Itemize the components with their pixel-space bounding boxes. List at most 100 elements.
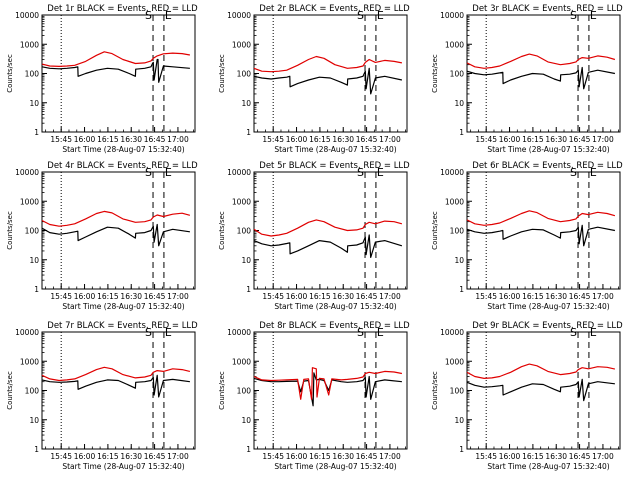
x-tick-label: 16:30 bbox=[120, 135, 142, 144]
x-tick-label: 15:45 bbox=[262, 292, 284, 301]
x-tick-label: 16:30 bbox=[545, 452, 567, 461]
y-tick-label: 1 bbox=[34, 445, 39, 454]
y-tick-label: 1000 bbox=[20, 40, 39, 49]
s-marker: S bbox=[357, 166, 364, 179]
x-tick-label: 16:45 bbox=[356, 292, 378, 301]
s-marker: S bbox=[145, 166, 152, 179]
series-lld-line bbox=[466, 210, 616, 226]
panel-title: Det 4r BLACK = Events, RED = LLD bbox=[47, 161, 198, 171]
x-tick-label: 17:00 bbox=[379, 135, 401, 144]
y-tick-label: 1000 bbox=[232, 357, 251, 366]
x-tick-label: 17:00 bbox=[379, 292, 401, 301]
series-events-line bbox=[253, 234, 403, 258]
s-marker: S bbox=[145, 9, 152, 22]
x-tick-label: 17:00 bbox=[592, 292, 614, 301]
y-axis-title: Counts/sec bbox=[218, 371, 226, 410]
x-tick-label: 17:00 bbox=[167, 135, 189, 144]
y-tick-label: 10000 bbox=[227, 328, 251, 337]
y-tick-label: 10000 bbox=[15, 168, 39, 177]
y-tick-label: 100 bbox=[237, 227, 252, 236]
s-marker: S bbox=[570, 9, 577, 22]
series-events-line bbox=[253, 67, 403, 95]
series-events-line bbox=[41, 223, 190, 247]
y-tick-label: 1 bbox=[459, 128, 464, 137]
x-tick-label: 16:45 bbox=[144, 292, 166, 301]
x-tick-label: 16:00 bbox=[74, 135, 96, 144]
s-marker: S bbox=[570, 326, 577, 339]
panel-title: Det 1r BLACK = Events, RED = LLD bbox=[47, 4, 198, 14]
series-lld-line bbox=[466, 53, 616, 69]
x-tick-label: 17:00 bbox=[167, 452, 189, 461]
x-tick-label: 16:00 bbox=[74, 452, 96, 461]
y-tick-label: 1 bbox=[246, 445, 251, 454]
e-marker: E bbox=[165, 166, 172, 179]
y-tick-label: 10 bbox=[241, 416, 251, 425]
panel-det-5: Det 5r BLACK = Events, RED = LLD 1 10 100 10… bbox=[218, 161, 410, 311]
x-tick-label: 16:15 bbox=[97, 452, 119, 461]
y-tick-label: 100 bbox=[25, 227, 40, 236]
panel-title: Det 5r BLACK = Events, RED = LLD bbox=[259, 161, 410, 171]
x-tick-label: 16:45 bbox=[144, 135, 166, 144]
plot-frame bbox=[253, 171, 408, 290]
plot-frame bbox=[41, 171, 196, 290]
x-tick-label: 16:30 bbox=[332, 452, 354, 461]
y-axis-title: Counts/sec bbox=[6, 211, 14, 250]
y-tick-label: 10000 bbox=[15, 328, 39, 337]
plot-frame bbox=[41, 331, 196, 450]
y-tick-label: 1000 bbox=[20, 197, 39, 206]
y-tick-label: 1000 bbox=[232, 197, 251, 206]
y-axis-title: Counts/sec bbox=[431, 211, 439, 250]
y-tick-label: 10 bbox=[454, 256, 464, 265]
plot-frame bbox=[466, 331, 621, 450]
y-tick-label: 1000 bbox=[232, 40, 251, 49]
y-tick-label: 10000 bbox=[227, 168, 251, 177]
e-marker: E bbox=[590, 326, 597, 339]
x-tick-label: 15:45 bbox=[475, 292, 497, 301]
y-tick-label: 1000 bbox=[445, 40, 464, 49]
x-tick-label: 16:15 bbox=[97, 292, 119, 301]
series-lld-line bbox=[41, 366, 191, 382]
x-tick-label: 16:30 bbox=[120, 452, 142, 461]
x-tick-label: 15:45 bbox=[262, 452, 284, 461]
y-tick-label: 100 bbox=[25, 387, 40, 396]
series-lld-line bbox=[41, 51, 191, 68]
x-tick-label: 16:15 bbox=[522, 292, 544, 301]
y-tick-label: 1 bbox=[459, 285, 464, 294]
plot-frame bbox=[253, 331, 408, 450]
x-axis-title: Start Time (28-Aug-07 15:32:40) bbox=[62, 302, 184, 311]
panel-det-2: Det 2r BLACK = Events, RED = LLD 1 10 100 10… bbox=[218, 4, 410, 154]
y-axis-title: Counts/sec bbox=[6, 371, 14, 410]
s-marker: S bbox=[570, 166, 577, 179]
y-tick-label: 10 bbox=[454, 416, 464, 425]
e-marker: E bbox=[377, 9, 384, 22]
panel-det-4: Det 4r BLACK = Events, RED = LLD 1 10 100 10… bbox=[6, 161, 198, 311]
s-marker: S bbox=[357, 9, 364, 22]
y-tick-label: 10 bbox=[454, 99, 464, 108]
x-axis-title: Start Time (28-Aug-07 15:32:40) bbox=[274, 145, 396, 154]
x-tick-label: 16:15 bbox=[522, 135, 544, 144]
series-lld-line bbox=[253, 219, 403, 237]
plot-frame bbox=[41, 14, 196, 133]
y-tick-label: 1 bbox=[246, 285, 251, 294]
x-tick-label: 16:00 bbox=[499, 135, 521, 144]
y-tick-label: 100 bbox=[237, 387, 252, 396]
x-tick-label: 15:45 bbox=[475, 452, 497, 461]
y-tick-label: 1 bbox=[34, 128, 39, 137]
x-tick-label: 16:45 bbox=[356, 452, 378, 461]
y-tick-label: 1000 bbox=[445, 357, 464, 366]
panel-title: Det 2r BLACK = Events, RED = LLD bbox=[259, 4, 410, 14]
x-tick-label: 16:15 bbox=[309, 452, 331, 461]
e-marker: E bbox=[377, 326, 384, 339]
x-tick-label: 15:45 bbox=[262, 135, 284, 144]
y-tick-label: 10000 bbox=[15, 11, 39, 20]
e-marker: E bbox=[165, 9, 172, 22]
series-events-line bbox=[466, 378, 615, 402]
panel-title: Det 8r BLACK = Events, RED = LLD bbox=[259, 321, 410, 331]
x-tick-label: 16:00 bbox=[286, 452, 308, 461]
y-axis-title: Counts/sec bbox=[218, 54, 226, 93]
y-tick-label: 100 bbox=[450, 227, 465, 236]
panel-det-7: Det 7r BLACK = Events, RED = LLD 1 10 100 10… bbox=[6, 321, 198, 471]
y-tick-label: 100 bbox=[25, 70, 40, 79]
s-marker: S bbox=[357, 326, 364, 339]
x-axis-title: Start Time (28-Aug-07 15:32:40) bbox=[487, 302, 609, 311]
